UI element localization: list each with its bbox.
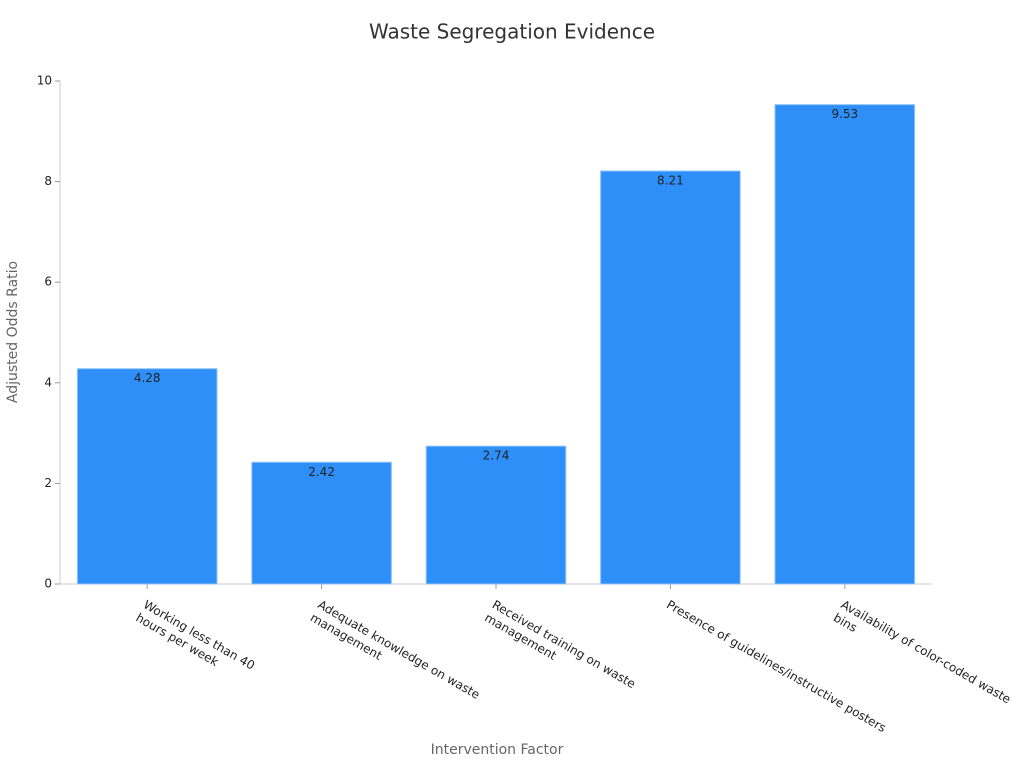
bar [774,104,916,585]
bar [251,461,392,585]
bar [76,368,218,585]
y-tick-label: 8 [44,174,52,188]
value-label: 9.53 [831,107,858,121]
value-label: 2.74 [483,449,510,463]
y-tick-label: 2 [44,476,52,490]
x-axis-title: Intervention Factor [431,742,564,758]
bar [600,170,741,585]
x-tick-label: Availability of color-coded waste [839,598,1014,707]
x-tick-label: Received training on waste [490,598,638,692]
y-tick-label: 10 [37,74,52,88]
value-label: 2.42 [308,465,335,479]
y-tick-label: 6 [44,275,52,289]
x-tick-label: Adequate knowledge on waste [315,598,482,702]
bar [425,445,567,585]
chart-title: Waste Segregation Evidence [369,20,655,44]
value-label: 8.21 [657,174,684,188]
y-axis-title: Adjusted Odds Ratio [5,261,21,403]
y-tick-label: 4 [44,375,52,389]
value-label: 4.28 [134,371,161,385]
y-tick-label: 0 [44,577,52,591]
